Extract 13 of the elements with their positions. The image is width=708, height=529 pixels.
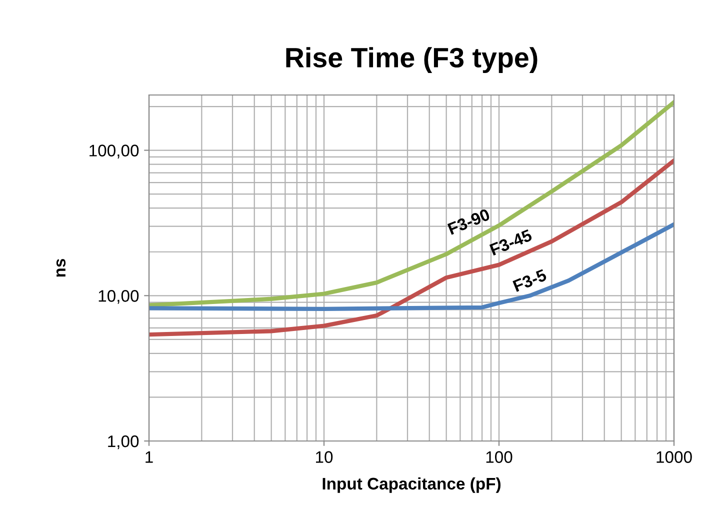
y-tick-label: 10,00	[98, 290, 139, 304]
x-tick-label: 1	[146, 451, 153, 463]
y-axis-title: ns	[56, 258, 66, 277]
chart-title: Rise Time (F3 type)	[286, 47, 538, 73]
annotation: F3-90	[447, 208, 490, 235]
x-tick-label: 10	[316, 451, 333, 463]
x-tick-label: 100	[486, 451, 512, 463]
x-tick-label: 1000	[656, 451, 692, 463]
x-axis-title: Input Capacitance (pF)	[322, 477, 500, 493]
annotation: F3-5	[512, 268, 548, 292]
y-tick-label: 1,00	[108, 435, 139, 450]
annotation: F3-45	[489, 229, 533, 256]
y-tick-label: 100,00	[90, 144, 139, 158]
